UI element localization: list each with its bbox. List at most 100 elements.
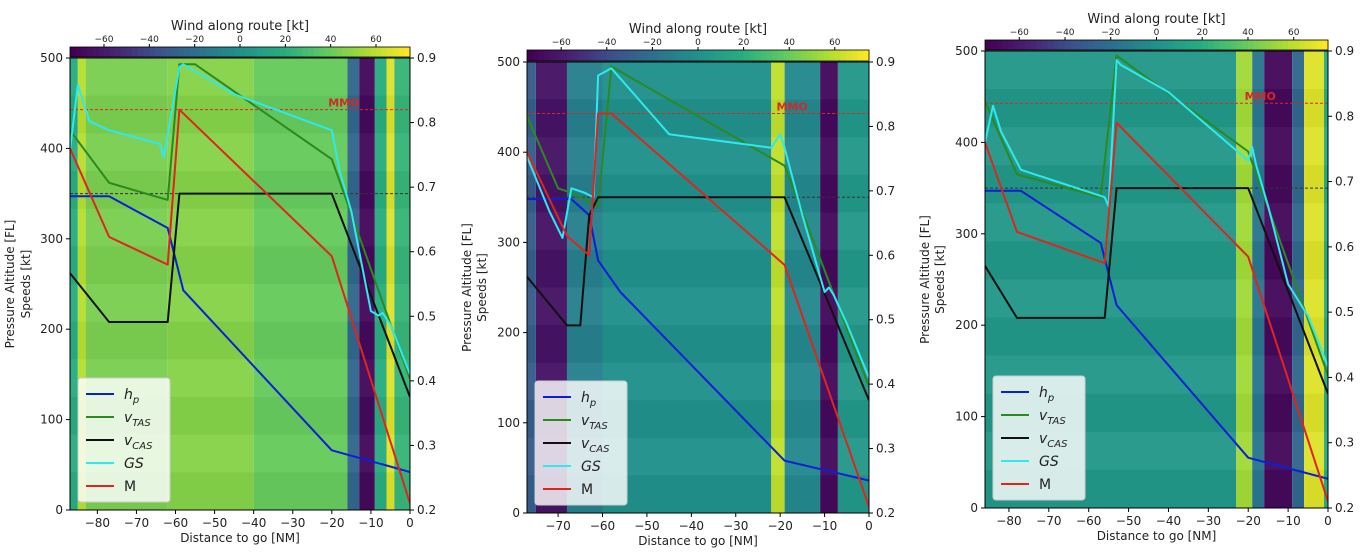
colorbar-segment: [601, 50, 608, 61]
x-tick-label: −20: [319, 516, 344, 530]
colorbar-segment: [641, 50, 648, 61]
y2-tick-label: 0.6: [876, 248, 895, 262]
series-line-m: [70, 108, 410, 504]
colorbar-segment: [538, 50, 545, 61]
y-tick-label: 400: [40, 141, 63, 155]
y-tick-label: 300: [497, 235, 520, 249]
colorbar-segment: [234, 47, 241, 57]
colorbar-segment: [595, 50, 602, 61]
y-tick-label: 100: [955, 410, 978, 424]
wind-band: [1324, 51, 1328, 508]
y-tick-label: 200: [955, 318, 978, 332]
colorbar-segment: [194, 47, 201, 57]
wind-band: [837, 62, 869, 513]
colorbar-segment: [1013, 40, 1020, 50]
colorbar-segment: [1287, 40, 1295, 50]
y2-tick-label: 0.8: [417, 116, 436, 130]
colorbar-segment: [1139, 40, 1146, 50]
x-tick-label: −30: [723, 519, 748, 533]
colorbar-segment: [336, 47, 343, 57]
plot-frame: [526, 61, 870, 514]
colorbar-segment: [851, 50, 859, 61]
colorbar-segment: [737, 50, 745, 61]
colorbar-segment: [274, 47, 281, 57]
colorbar-segment: [251, 47, 258, 57]
x-tick-label: −40: [1156, 514, 1181, 528]
colorbar-segment: [121, 47, 128, 57]
colorbar-segment: [794, 50, 802, 61]
colorbar-tick-label: −60: [95, 35, 114, 45]
colorbar-segment: [359, 47, 366, 57]
colorbar-segment: [709, 50, 716, 61]
colorbar-segment: [1259, 40, 1266, 50]
colorbar-segment: [589, 50, 596, 61]
colorbar-segment: [291, 47, 298, 57]
colorbar-segment: [584, 50, 591, 61]
colorbar-segment: [1076, 40, 1083, 50]
colorbar-segment: [1299, 40, 1306, 50]
colorbar-segment: [823, 50, 830, 61]
colorbar-segment: [211, 47, 218, 57]
colorbar-tick-label: 20: [280, 35, 292, 45]
legend-label: M: [124, 479, 136, 495]
chart-panel-2: MMO−70 −60 −50 −40 −30 −20 −10 0010020030040050…: [460, 22, 895, 548]
colorbar-segment: [1070, 40, 1078, 50]
colorbar-segment: [1007, 40, 1015, 50]
colorbar-segment: [1116, 40, 1123, 50]
colorbar-segment: [612, 50, 619, 61]
colorbar-3: −60 −40 −20 0 20 40 60 Wind along route [kt]: [984, 12, 1329, 51]
y-tick-label: 0: [970, 501, 978, 515]
colorbar-segment: [1316, 40, 1323, 50]
colorbar-tick-label: −20: [643, 38, 662, 48]
colorbar-segment: [75, 47, 82, 57]
x-tick-label: −30: [280, 516, 305, 530]
colorbar-segment: [285, 47, 292, 57]
y2-tick-label: 0.5: [876, 313, 895, 327]
colorbar-tick-label: −40: [140, 35, 159, 45]
colorbar-segment: [1087, 40, 1095, 50]
colorbar-segment: [652, 50, 659, 61]
colorbar-segment: [1065, 40, 1072, 50]
colorbar-segment: [840, 50, 847, 61]
colorbar-tick-label: 40: [1242, 28, 1254, 38]
plot-frame: [984, 50, 1329, 509]
wind-band: [1292, 51, 1305, 508]
wind-band: [784, 62, 821, 513]
colorbar-segment: [1162, 40, 1169, 50]
legend-box: [534, 380, 628, 506]
colorbar-segment: [549, 50, 557, 61]
colorbar-segment: [749, 50, 756, 61]
series-line-m: [985, 121, 1328, 502]
colorbar-segment: [376, 47, 383, 57]
colorbar-segment: [572, 50, 579, 61]
colorbar-segment: [1030, 40, 1038, 50]
y2-tick-label: 0.2: [417, 503, 436, 517]
x-axis-label: Distance to go [NM]: [638, 534, 758, 548]
colorbar-segment: [177, 47, 184, 57]
x-tick-label: −80: [996, 514, 1021, 528]
x-tick-label: −60: [1076, 514, 1101, 528]
colorbar-segment: [217, 47, 224, 57]
colorbar-segment: [544, 50, 551, 61]
colorbar-segment: [527, 50, 534, 61]
colorbar-segment: [857, 50, 864, 61]
colorbar-segment: [1173, 40, 1180, 50]
legend-label: vCAS: [581, 436, 610, 455]
y-tick-label: 300: [955, 227, 978, 241]
legend-3: hp vTAS vCAS GS M: [992, 375, 1086, 501]
legend-label: vTAS: [1039, 408, 1066, 427]
colorbar-tick-label: 0: [695, 38, 701, 48]
y-axis-label-speeds: Speeds [kt]: [19, 250, 33, 319]
colorbar-segment: [646, 50, 653, 61]
colorbar-segment: [720, 50, 728, 61]
legend-label: hp: [581, 390, 596, 409]
colorbar-1: −60 −40 −20 0 20 40 60 Wind along route [kt]: [69, 19, 411, 58]
wind-band: [771, 62, 785, 513]
colorbar-segment: [1019, 40, 1026, 50]
wind-layer-shade: [527, 137, 869, 175]
wind-layer-shade: [70, 133, 410, 171]
legend-label: vTAS: [581, 413, 608, 432]
colorbar-segment: [149, 47, 156, 57]
series-line-gs: [985, 59, 1328, 367]
wind-band: [394, 58, 410, 510]
